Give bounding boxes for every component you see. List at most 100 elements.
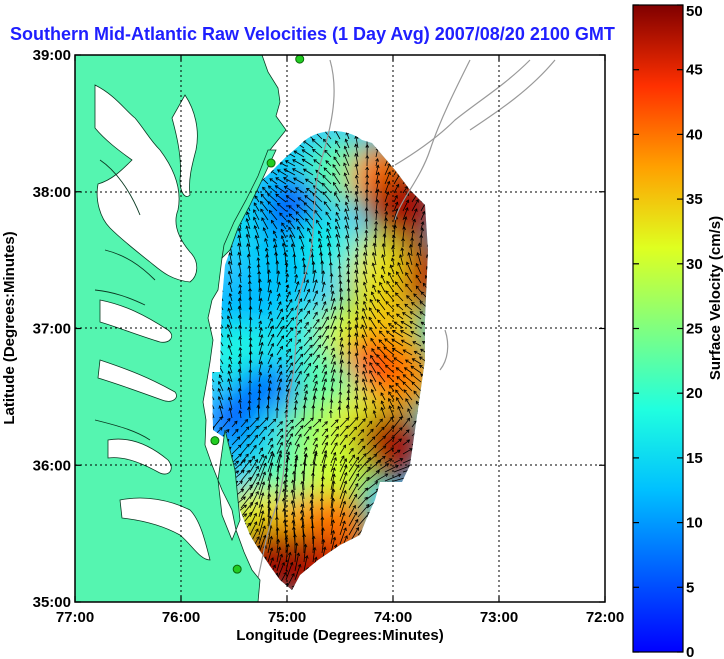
velocity-arrow-head (227, 417, 231, 422)
velocity-arrow (410, 373, 422, 383)
velocity-arrow (357, 429, 364, 437)
velocity-arrow-head (347, 308, 351, 313)
velocity-arrow-head (353, 426, 358, 431)
velocity-arrow (355, 353, 359, 365)
velocity-arrow-head (257, 383, 262, 387)
velocity-arrow-head (371, 262, 376, 267)
velocity-arrow (218, 381, 224, 392)
velocity-arrow-head (364, 237, 368, 241)
velocity-arrow-head (347, 371, 351, 376)
velocity-arrow-head (219, 416, 223, 420)
velocity-arrow (321, 335, 329, 347)
velocity-arrow-head (362, 363, 367, 368)
velocity-arrow (402, 429, 410, 437)
velocity-arrow (323, 139, 332, 149)
velocity-arrow-head (246, 443, 250, 448)
velocity-arrow (404, 367, 413, 374)
velocity-arrow-head (373, 227, 378, 231)
velocity-arrow-head (385, 463, 390, 467)
velocity-arrow (401, 339, 413, 347)
velocity-arrow-head (259, 350, 264, 355)
velocity-arrow (260, 208, 269, 221)
velocity-arrow-head (267, 493, 272, 497)
velocity-arrow-head (269, 450, 274, 455)
velocity-arrow (355, 342, 359, 356)
velocity-arrow-head (317, 326, 321, 331)
velocity-arrow-head (394, 292, 399, 297)
velocity-arrow (357, 457, 371, 473)
velocity-arrow (228, 397, 233, 410)
velocity-arrow (249, 328, 252, 338)
x-tick-label: 72:00 (586, 609, 624, 626)
radar-stations (210, 55, 305, 574)
velocity-arrow (253, 202, 260, 212)
velocity-arrow (260, 201, 269, 212)
velocity-arrow-head (369, 362, 373, 366)
velocity-arrow (362, 387, 368, 401)
velocity-arrow (355, 164, 359, 176)
velocity-arrow-head (396, 449, 401, 454)
velocity-arrow (294, 371, 302, 383)
velocity-arrow-head (417, 242, 422, 247)
velocity-arrow-head (381, 243, 386, 247)
velocity-arrow (375, 189, 379, 203)
velocity-arrow-head (371, 399, 376, 404)
velocity-arrow-head (332, 172, 336, 177)
velocity-arrow (325, 211, 332, 221)
velocity-arrow-head (322, 386, 327, 391)
velocity-arrow (295, 218, 305, 230)
velocity-arrow-head (367, 457, 372, 461)
velocity-arrow (258, 471, 266, 491)
velocity-arrow (410, 311, 422, 320)
velocity-arrow-head (246, 211, 250, 216)
x-tick-label: 75:00 (268, 609, 306, 626)
velocity-arrow (267, 334, 274, 347)
velocity-arrow (323, 201, 332, 212)
velocity-arrow (311, 493, 314, 509)
velocity-arrow (388, 398, 395, 410)
velocity-arrow (239, 273, 242, 284)
velocity-arrow (246, 234, 251, 248)
velocity-arrow-head (314, 290, 319, 294)
velocity-arrow-head (280, 235, 285, 239)
velocity-arrow-head (351, 454, 355, 459)
velocity-arrow-head (256, 536, 260, 540)
velocity-arrow-head (278, 364, 282, 369)
velocity-arrow (293, 150, 305, 158)
velocity-arrow-head (366, 476, 370, 481)
velocity-arrow (303, 363, 311, 374)
velocity-arrow-head (260, 208, 264, 213)
velocity-arrow (212, 398, 215, 410)
velocity-arrow-head (298, 298, 303, 302)
velocity-arrow (396, 376, 404, 383)
velocity-arrow (228, 281, 233, 293)
velocity-arrow-head (412, 218, 416, 223)
velocity-arrow (379, 282, 386, 293)
velocity-arrow (258, 342, 263, 356)
velocity-arrow (393, 184, 400, 194)
velocity-arrow (375, 473, 388, 482)
velocity-arrow-head (237, 387, 242, 392)
velocity-arrow (373, 410, 377, 419)
velocity-arrow-head (297, 330, 301, 334)
velocity-arrow-head (402, 374, 407, 378)
velocity-arrow (249, 513, 257, 527)
velocity-arrow (294, 362, 303, 374)
velocity-arrow (383, 346, 395, 356)
velocity-arrow-head (304, 383, 308, 388)
velocity-arrow (303, 322, 309, 329)
velocity-arrow (365, 238, 368, 248)
velocity-arrow (363, 364, 368, 374)
velocity-arrow-head (233, 420, 238, 425)
velocity-arrow (375, 210, 378, 221)
velocity-arrow (314, 178, 323, 185)
velocity-arrow-head (280, 316, 284, 321)
velocity-arrow (388, 323, 395, 329)
velocity-arrow-head (262, 186, 266, 191)
velocity-arrow (321, 346, 328, 356)
velocity-arrow (258, 504, 263, 518)
velocity-arrow-head (285, 195, 290, 199)
velocity-arrow (312, 444, 318, 455)
velocity-arrow (366, 444, 377, 455)
